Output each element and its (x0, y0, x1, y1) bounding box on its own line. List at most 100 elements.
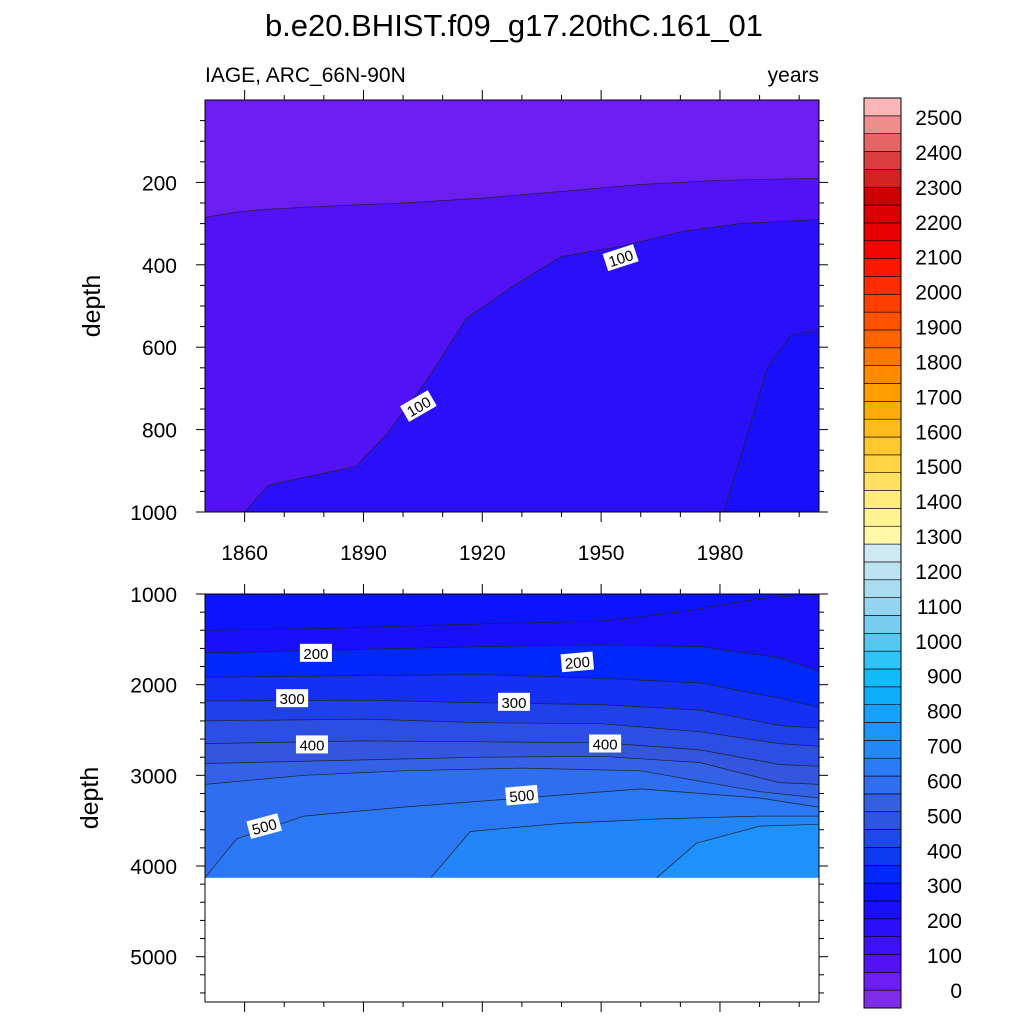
lower-contour-lines (205, 594, 819, 879)
upper-contour-50 (205, 177, 819, 218)
colorbar-label: 300 (927, 875, 962, 898)
colorbar-swatch (863, 401, 902, 420)
colorbar-label: 1500 (915, 456, 962, 479)
lower-contour-250 (205, 674, 819, 708)
upper-x-tick-label: 1950 (578, 542, 625, 565)
colorbar-swatch (863, 347, 902, 366)
colorbar-swatch (863, 151, 902, 170)
upper-contour-label-text: 100 (607, 247, 636, 271)
upper-x-tick-label: 1980 (697, 542, 744, 565)
colorbar-swatch (863, 632, 902, 652)
upper-x-tick-labels: 1860 1890 1920 1950 1980 (221, 542, 743, 565)
lower-contour-300 (205, 699, 819, 729)
lower-no-data-region (205, 877, 819, 887)
colorbar-swatch (863, 954, 902, 973)
colorbar-label: 1000 (915, 631, 962, 654)
lower-contour-label-box (299, 643, 332, 662)
colorbar-label: 1100 (917, 596, 962, 619)
lower-contour-350 (205, 718, 819, 747)
colorbar-swatch (863, 240, 902, 259)
lower-contour-label-box (246, 813, 282, 839)
colorbar-swatch (863, 864, 902, 884)
lower-contour-label: 400 (589, 734, 622, 754)
colorbar-swatch (863, 811, 902, 830)
lower-contour-label: 300 (276, 689, 309, 708)
lower-contour-label-box (560, 651, 594, 673)
lower-contour-450 (205, 755, 819, 785)
colorbar-swatch (863, 936, 902, 955)
upper-y-tick-labels: 200 400 600 800 1000 (130, 172, 177, 525)
upper-y-tick-label: 600 (142, 337, 177, 360)
lower-contour-650 (656, 823, 819, 879)
colorbar-frame (863, 97, 902, 1009)
lower-y-tick-label: 5000 (130, 947, 177, 970)
colorbar-swatch (863, 293, 902, 313)
colorbar-swatch (863, 329, 902, 349)
colorbar-swatch (863, 989, 902, 1009)
colorbar-label: 1400 (915, 491, 962, 514)
subtitle-left: IAGE, ARC_66N-90N (205, 64, 406, 87)
lower-contour-label-text: 500 (509, 787, 535, 806)
upper-band-100 (244, 219, 819, 512)
colorbar-swatch (863, 722, 902, 741)
colorbar-label: 2300 (915, 177, 962, 200)
colorbar-label: 600 (927, 770, 962, 793)
lower-y-axis-label: depth (76, 767, 104, 830)
colorbar-swatch (863, 615, 902, 634)
lower-y-tick-label: 1000 (130, 584, 177, 607)
upper-contour-label: 100 (602, 244, 639, 272)
colorbar-label: 1700 (915, 386, 962, 409)
colorbar-label: 700 (927, 736, 962, 759)
colorbar-swatch (863, 311, 902, 331)
lower-panel: 200 200 300 300 400 400 500 500 1000 2000 3000 400… (76, 584, 828, 1012)
colorbar-label: 0 (950, 980, 962, 1003)
colorbar-swatch (863, 490, 902, 509)
colorbar-label: 2400 (915, 142, 962, 165)
colorbar-swatch (863, 383, 902, 402)
lower-contour-label-box (295, 735, 328, 754)
colorbar-swatch (863, 972, 902, 991)
colorbar-swatch (863, 882, 902, 902)
colorbar-swatch (863, 561, 902, 581)
colorbar-label: 100 (927, 945, 962, 968)
colorbar-label: 1600 (915, 421, 962, 444)
colorbar-swatch (863, 472, 902, 491)
colorbar-label: 1200 (915, 561, 962, 584)
colorbar-swatch (863, 775, 902, 795)
lower-contour-label-box (276, 689, 309, 708)
upper-contour-label-box (400, 390, 437, 422)
colorbar-swatch (863, 525, 902, 545)
colorbar-swatch (863, 740, 902, 759)
colorbar-swatch (863, 454, 902, 474)
colorbar-swatch (863, 418, 902, 438)
colorbar-swatch (863, 829, 902, 848)
lower-contour-label-text: 200 (564, 654, 590, 673)
colorbar-swatch (863, 543, 902, 563)
colorbar-label: 1800 (915, 351, 962, 374)
lower-contour-label-text: 300 (280, 691, 305, 708)
colorbar-label: 1300 (915, 526, 962, 549)
colorbar-swatch (863, 133, 902, 152)
colorbar-swatch (863, 508, 902, 527)
lower-y-tick-labels: 1000 2000 3000 4000 5000 (130, 584, 177, 970)
colorbar-label: 200 (927, 910, 962, 933)
upper-x-tick-label: 1860 (221, 542, 268, 565)
colorbar-swatch (863, 900, 902, 920)
lower-contour-label-box (497, 692, 530, 711)
upper-x-tick-label: 1890 (340, 542, 387, 565)
lower-contour-150 (205, 594, 819, 631)
colorbar-label: 900 (927, 666, 962, 689)
colorbar-label: 2100 (915, 247, 962, 270)
lower-contour-label: 400 (295, 735, 328, 754)
lower-contour-200 (205, 644, 819, 672)
colorbar-swatch (863, 258, 902, 277)
colorbar-label: 400 (927, 840, 962, 863)
lower-contour-500 (205, 767, 819, 799)
lower-frame (204, 593, 820, 1003)
colorbar-swatch (863, 757, 902, 777)
colorbar-swatch (863, 115, 902, 134)
colorbar-swatch (863, 276, 902, 295)
lower-y-tick-label: 2000 (130, 675, 177, 698)
